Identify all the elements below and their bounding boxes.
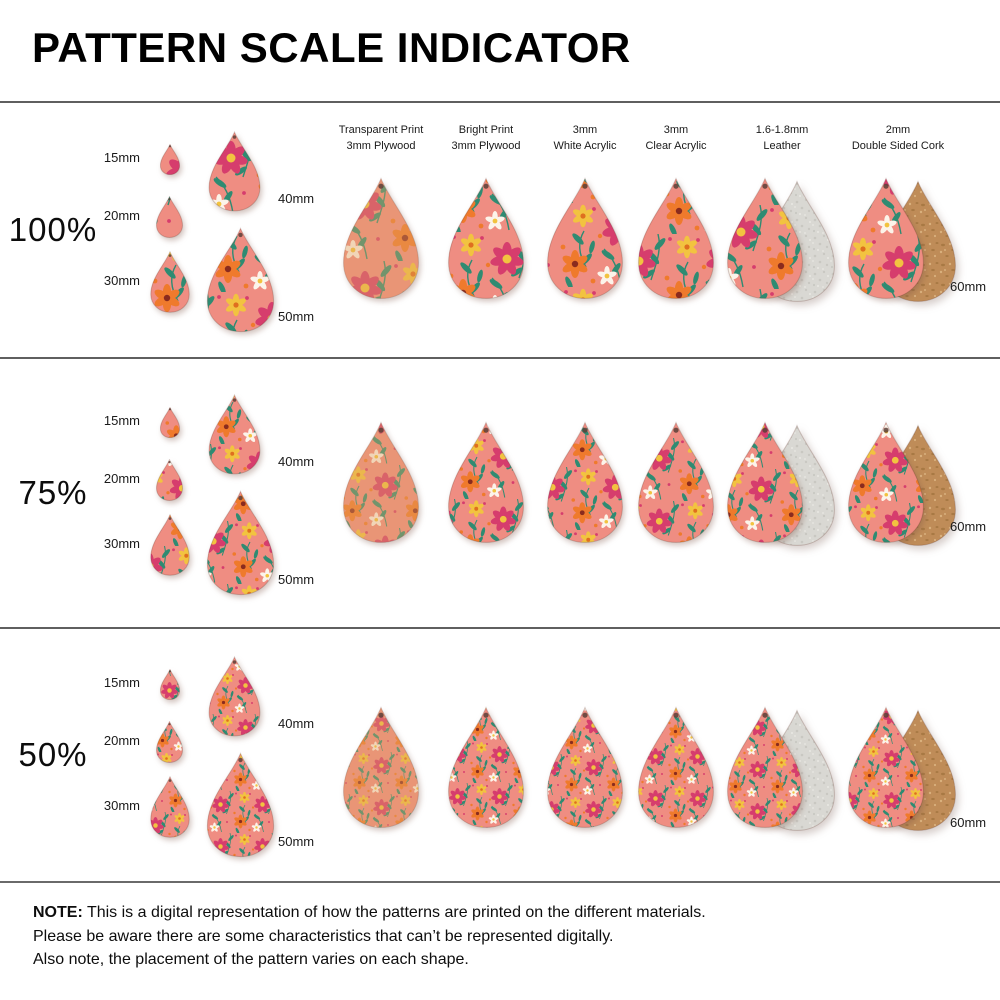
teardrop-15mm (160, 407, 180, 438)
size-label-40mm: 40mm (278, 191, 315, 206)
teardrop-60mm-3mm-clear-acrylic (638, 421, 714, 543)
materials-group: Transparent Print 3mm Plywood Bright Prin… (0, 103, 1000, 357)
teardrop-30mm (150, 514, 190, 576)
material-header: 3mm Clear Acrylic (645, 124, 707, 152)
teardrop-15mm (160, 144, 180, 175)
teardrop-50mm (206, 227, 275, 333)
size-label-30mm: 30mm (103, 798, 140, 813)
scale-row-50: 50% 15mm 20mm 30mm 40mm 50mm 60mm (0, 627, 1000, 881)
scale-row-100: 100% 15mm 20mm 30mm 40mm 50mm Transparent Pr… (0, 101, 1000, 357)
small-sizes-group: 15mm 20mm 30mm 40mm 50mm (0, 371, 330, 616)
note-line-1: NOTE: This is a digital representation o… (33, 904, 706, 921)
scale-label: 100% (8, 211, 98, 248)
size-label-60mm: 60mm (950, 815, 987, 830)
material-header: 3mm White Acrylic (553, 124, 617, 152)
teardrop-60mm-bright-print-3mm-plywood (448, 177, 524, 299)
size-label-60mm: 60mm (950, 519, 987, 534)
teardrop-60mm-1-6-1-8mm-leather (727, 177, 803, 299)
size-label-50mm: 50mm (278, 834, 315, 849)
teardrop-40mm (208, 394, 261, 475)
material-header: 2mm Double Sided Cork (851, 124, 945, 152)
teardrop-60mm-bright-print-3mm-plywood (448, 706, 524, 828)
teardrop-20mm (156, 459, 183, 501)
note-line-2: Please be aware there are some character… (33, 927, 614, 945)
teardrop-60mm-3mm-clear-acrylic (638, 177, 714, 299)
size-label-40mm: 40mm (278, 716, 315, 731)
materials-group (0, 629, 1000, 881)
teardrop-40mm (208, 656, 261, 737)
teardrop-60mm-2mm-double-sided-cork (848, 177, 924, 299)
teardrop-60mm-2mm-double-sided-cork (848, 706, 924, 828)
teardrop-20mm (156, 721, 183, 763)
size-label-15mm: 15mm (103, 150, 140, 165)
teardrop-60mm-3mm-white-acrylic (547, 706, 623, 828)
teardrop-60mm-3mm-white-acrylic (547, 177, 623, 299)
teardrop-60mm-transparent-print-3mm-plywood (343, 421, 419, 543)
size-label-30mm: 30mm (103, 273, 140, 288)
material-header: Bright Print 3mm Plywood (451, 124, 521, 152)
size-label-50mm: 50mm (278, 309, 315, 324)
note-line-3: Also note, the placement of the pattern … (33, 951, 469, 969)
divider (0, 881, 1000, 883)
size-label-15mm: 15mm (103, 675, 140, 690)
teardrop-30mm (150, 776, 190, 838)
teardrop-50mm (206, 752, 275, 858)
scale-row-75: 75% 15mm 20mm 30mm 40mm 50mm 60mm (0, 357, 1000, 627)
teardrop-60mm-3mm-white-acrylic (547, 421, 623, 543)
scale-label: 50% (18, 736, 88, 773)
size-label-60mm: 60mm (950, 279, 987, 294)
size-label-20mm: 20mm (103, 471, 140, 486)
teardrop-60mm-2mm-double-sided-cork (848, 421, 924, 543)
materials-group (0, 359, 1000, 627)
teardrop-60mm-transparent-print-3mm-plywood (343, 706, 419, 828)
teardrop-20mm (156, 196, 183, 238)
size-label-40mm: 40mm (278, 454, 315, 469)
teardrop-60mm-3mm-clear-acrylic (638, 706, 714, 828)
note-text: NOTE: This is a digital representation o… (33, 901, 706, 972)
teardrop-60mm-1-6-1-8mm-leather (727, 421, 803, 543)
size-label-50mm: 50mm (278, 572, 315, 587)
size-label-20mm: 20mm (103, 733, 140, 748)
teardrop-60mm-1-6-1-8mm-leather (727, 706, 803, 828)
teardrop-30mm (150, 251, 190, 313)
material-header: 1.6-1.8mm Leather (755, 124, 809, 152)
teardrop-40mm (208, 131, 261, 212)
teardrop-60mm-transparent-print-3mm-plywood (343, 177, 419, 299)
size-label-20mm: 20mm (103, 208, 140, 223)
size-label-15mm: 15mm (103, 413, 140, 428)
teardrop-15mm (160, 669, 180, 700)
small-sizes-group: 15mm 20mm 30mm 40mm 50mm (0, 633, 330, 878)
scale-label: 75% (18, 474, 88, 511)
page-title: PATTERN SCALE INDICATOR (32, 24, 631, 71)
note-bold: NOTE: (33, 904, 83, 921)
teardrop-50mm (206, 490, 275, 596)
teardrop-60mm-bright-print-3mm-plywood (448, 421, 524, 543)
small-sizes-group: 15mm 20mm 30mm 40mm 50mm (0, 108, 330, 353)
material-header: Transparent Print 3mm Plywood (338, 124, 424, 152)
size-label-30mm: 30mm (103, 536, 140, 551)
